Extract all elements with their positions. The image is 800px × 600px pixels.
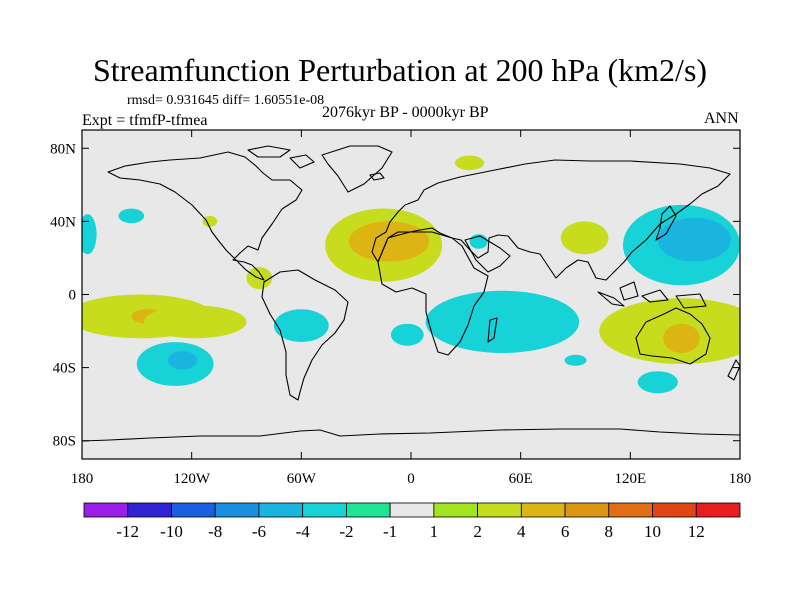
stats-label: rmsd= 0.931645 diff= 1.60551e-08 xyxy=(127,93,325,108)
contour-region-australia-high-core xyxy=(663,323,700,353)
colorbar-swatch xyxy=(695,502,741,518)
colorbar-label: 1 xyxy=(430,522,439,541)
x-tick-label: 60E xyxy=(509,471,533,487)
colorbar-label: 2 xyxy=(473,522,482,541)
contour-region-s-indian-low xyxy=(637,371,678,394)
colorbar-swatch xyxy=(389,502,435,518)
y-tick-label: 40N xyxy=(50,214,76,230)
contour-region-indian-ocean-low xyxy=(425,290,580,353)
colorbar-swatch xyxy=(520,502,566,518)
colorbar-swatch xyxy=(345,502,391,518)
contour-region-indian-ocean-south xyxy=(564,354,587,366)
y-tick-label: 40S xyxy=(53,361,76,377)
colorbar-label: -8 xyxy=(208,522,222,541)
x-tick-label: 120E xyxy=(614,471,646,487)
colorbar-swatch xyxy=(214,502,260,518)
period-label: 2076kyr BP - 0000kyr BP xyxy=(322,104,489,121)
colorbar-swatch xyxy=(652,502,697,518)
coastlines xyxy=(82,145,740,442)
colorbar: -12 -10 -8 -6 -4 -2 -1 1 2 4 6 8 10 12 xyxy=(83,502,741,541)
colorbar-label: -12 xyxy=(116,522,139,541)
colorbar-swatch xyxy=(302,502,347,518)
contour-region-west-edge-low xyxy=(82,214,97,255)
x-axis: 180 120W 60W 0 60E 120E 180 xyxy=(71,130,752,487)
x-tick-label: 0 xyxy=(407,471,415,487)
colorbar-label: 12 xyxy=(688,522,705,541)
x-tick-label: 180 xyxy=(729,471,752,487)
colorbar-swatch xyxy=(127,502,172,518)
colorbar-swatch xyxy=(477,502,522,518)
contour-region-nw-pacific-gulf-low xyxy=(118,208,145,224)
colorbar-label: 6 xyxy=(561,522,570,541)
colorbar-swatch xyxy=(564,502,610,518)
x-tick-label: 60W xyxy=(287,471,317,487)
contour-fields xyxy=(82,155,740,394)
colorbar-label: -2 xyxy=(339,522,353,541)
x-tick-label: 180 xyxy=(71,471,94,487)
colorbar-label: 8 xyxy=(605,522,614,541)
plot-background xyxy=(82,130,740,459)
contour-region-nw-pacific-low-core xyxy=(657,217,731,262)
contour-region-eq-pacific-strip xyxy=(144,305,247,339)
contour-region-s-atlantic-low xyxy=(390,323,424,346)
colorbar-label: -6 xyxy=(252,522,266,541)
contour-region-south-pacific-low-core xyxy=(167,351,198,370)
experiment-label: Expt = tfmfP-tfmea xyxy=(82,112,208,129)
x-tick-label: 120W xyxy=(173,471,211,487)
season-label: ANN xyxy=(704,110,739,127)
contour-region-ne-pacific-high xyxy=(202,215,218,227)
colorbar-label: 4 xyxy=(517,522,526,541)
y-tick-label: 80N xyxy=(50,141,76,157)
contour-region-greenland-high xyxy=(454,155,485,171)
colorbar-swatch xyxy=(433,502,478,518)
colorbar-swatch xyxy=(258,502,304,518)
chart-title: Streamfunction Perturbation at 200 hPa (… xyxy=(92,52,708,88)
contour-region-asia-high xyxy=(560,221,609,255)
y-axis: 80N 40N 0 40S 80S xyxy=(50,141,740,450)
colorbar-swatch xyxy=(608,502,653,518)
colorbar-label: -4 xyxy=(296,522,311,541)
colorbar-swatch xyxy=(83,502,129,518)
contour-region-n-atlantic-high-core xyxy=(348,221,430,262)
colorbar-swatch xyxy=(171,502,216,518)
colorbar-label: 10 xyxy=(644,522,661,541)
y-tick-label: 80S xyxy=(53,434,76,450)
contour-region-south-atlantic-low xyxy=(273,309,329,342)
colorbar-label: -10 xyxy=(160,522,183,541)
y-tick-label: 0 xyxy=(69,288,77,304)
colorbar-label: -1 xyxy=(383,522,397,541)
